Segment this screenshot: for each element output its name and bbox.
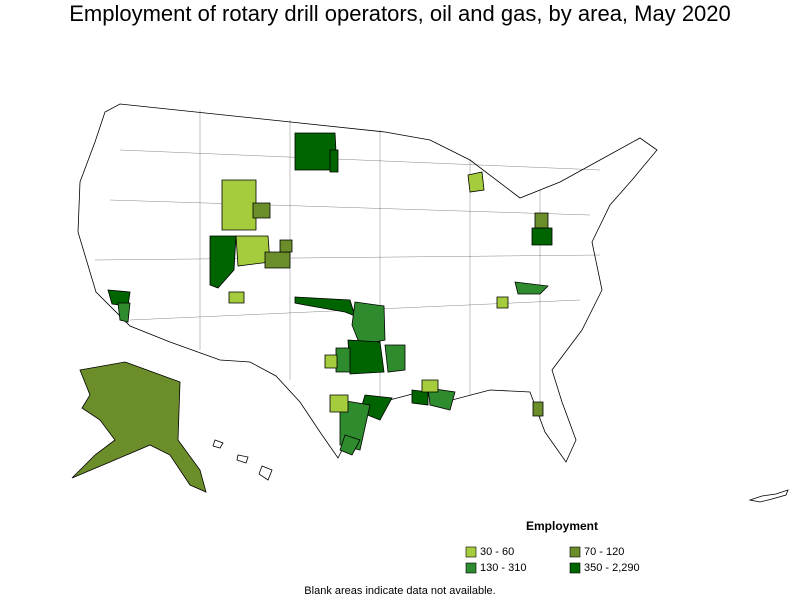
shaded-area [264,251,291,269]
shaded-area [384,344,406,373]
shaded-area [324,354,338,369]
shaded-area [427,387,456,411]
shaded-area [531,227,553,246]
shaded-area [339,434,361,456]
legend-label: 130 - 310 [480,562,526,574]
shaded-area [221,179,257,231]
shaded-area [496,296,509,309]
shaded-area [532,401,544,417]
legend-swatch [569,562,581,574]
shaded-area [467,171,485,193]
map [71,103,789,503]
hawaii [212,439,273,481]
shaded-area [294,296,356,317]
shaded-area [71,361,207,493]
legend-label: 350 - 2,290 [584,562,640,574]
shaded-area [421,379,439,393]
title: Employment of rotary drill operators, oi… [69,1,731,26]
legend-title: Employment [526,519,598,533]
legend-label: 30 - 60 [480,546,514,558]
shaded-area [329,394,349,413]
shaded-area [534,212,549,229]
legend-label: 70 - 120 [584,546,624,558]
shaded-area [228,291,245,304]
shaded-area [252,202,271,219]
footnote: Blank areas indicate data not available. [304,585,495,597]
shaded-area [117,302,131,323]
legend-swatch [569,546,581,558]
shaded-area [335,347,351,373]
legend-swatch [465,546,477,558]
islands [748,489,789,503]
shaded-area [329,149,339,173]
legend: Employment 30 - 60 70 - 120 130 - 310 350 -… [465,519,640,574]
shaded-area [279,239,293,253]
legend-swatch [465,562,477,574]
shaded-area [347,339,385,375]
shaded-area [514,281,549,295]
shaded-area [209,235,237,289]
